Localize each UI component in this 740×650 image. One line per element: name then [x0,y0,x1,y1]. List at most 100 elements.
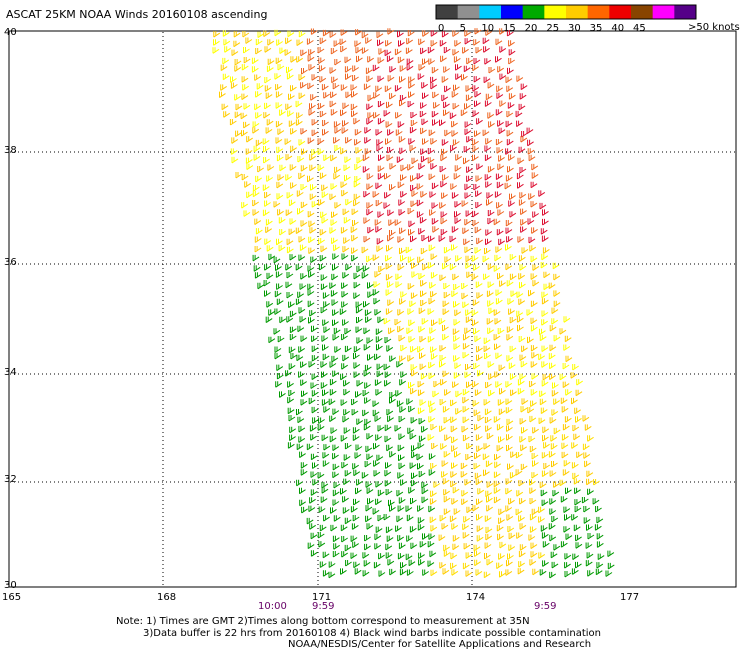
wind-barb [444,129,452,137]
wind-barb [298,425,306,433]
wind-barb [516,173,524,180]
wind-barb [571,397,578,405]
wind-barb [428,372,436,380]
wind-barb [464,38,472,45]
wind-barb [516,120,523,128]
wind-barb [506,425,513,432]
wind-barb [498,155,505,162]
wind-barb [517,388,525,395]
legend-border [435,4,697,20]
wind-barb [432,91,439,99]
wind-barb [572,364,579,371]
wind-barb [520,463,528,471]
wind-barb [454,362,462,370]
wind-barb [505,263,513,271]
wind-barb [289,334,297,341]
wind-barb [496,424,504,431]
wind-barb [541,380,549,387]
wind-barb [333,137,340,144]
lon-label-174: 174 [466,592,486,603]
wind-barb [286,192,294,199]
wind-barb [265,219,273,226]
wind-barb [585,542,593,549]
wind-barb [354,452,362,459]
wind-barb [308,361,316,368]
wind-barb [422,569,429,576]
wind-barb [343,478,350,486]
wind-barb [595,568,603,576]
wind-barb [352,65,359,72]
wind-barb [363,236,371,243]
wind-barb [306,38,314,45]
wind-barb [417,505,424,512]
wind-barb [341,536,348,543]
wind-barb [420,148,427,156]
wind-barb [342,496,349,503]
wind-barb [319,37,327,45]
wind-barb [356,55,363,63]
wind-barb [264,290,271,297]
wind-barb [428,362,435,369]
wind-barb [330,507,337,514]
wind-barb [472,154,479,162]
wind-barb [317,148,325,156]
wind-barb [373,112,380,119]
wind-barb [341,127,349,134]
wind-barb [375,85,383,93]
wind-barb [376,454,384,462]
wind-barb [443,550,451,557]
wind-barb [587,570,594,577]
wind-barb [299,451,306,459]
wind-barb [497,163,505,171]
wind-barb [451,436,458,444]
wind-barb [419,111,427,118]
wind-barb [310,94,317,101]
wind-barb [416,183,424,190]
wind-barb [340,373,347,381]
wind-barb [483,273,490,281]
wind-barb [597,553,605,561]
wind-barb [482,37,490,45]
wind-barb [564,514,571,521]
wind-barb [530,551,538,558]
wind-barb [377,118,385,125]
wind-barb [252,127,260,134]
wind-barb [418,273,426,280]
wind-barb [487,166,495,173]
wind-barb [474,28,482,35]
wind-barb [463,65,471,73]
wind-barb [463,157,470,165]
wind-barb [465,570,473,577]
wind-barb [332,453,339,460]
wind-barb [474,247,482,254]
wind-barb [345,560,352,567]
wind-barb [361,246,369,254]
wind-barb [288,363,296,370]
wind-barb [376,370,384,378]
wind-barb [342,319,349,326]
wind-barb [427,47,435,54]
wind-barb [509,211,517,218]
wind-barb [320,283,328,291]
wind-barb [441,192,448,200]
wind-barb [276,364,284,372]
wind-barb [476,118,483,125]
wind-barb [342,507,350,514]
wind-barb [285,174,293,181]
wind-barb [408,220,416,228]
wind-barb [398,40,405,47]
wind-barb [542,373,550,381]
wind-barb [509,345,517,353]
wind-barb [431,111,439,118]
wind-barb [552,262,560,270]
wind-barb [583,452,591,459]
wind-barb [421,318,429,325]
wind-barb [462,406,470,413]
wind-barb [473,544,481,552]
wind-barb [399,355,406,363]
wind-barb [430,353,438,360]
wind-barb [417,517,425,524]
wind-barb [553,290,561,297]
wind-barb [461,490,469,497]
wind-barb [551,561,559,569]
